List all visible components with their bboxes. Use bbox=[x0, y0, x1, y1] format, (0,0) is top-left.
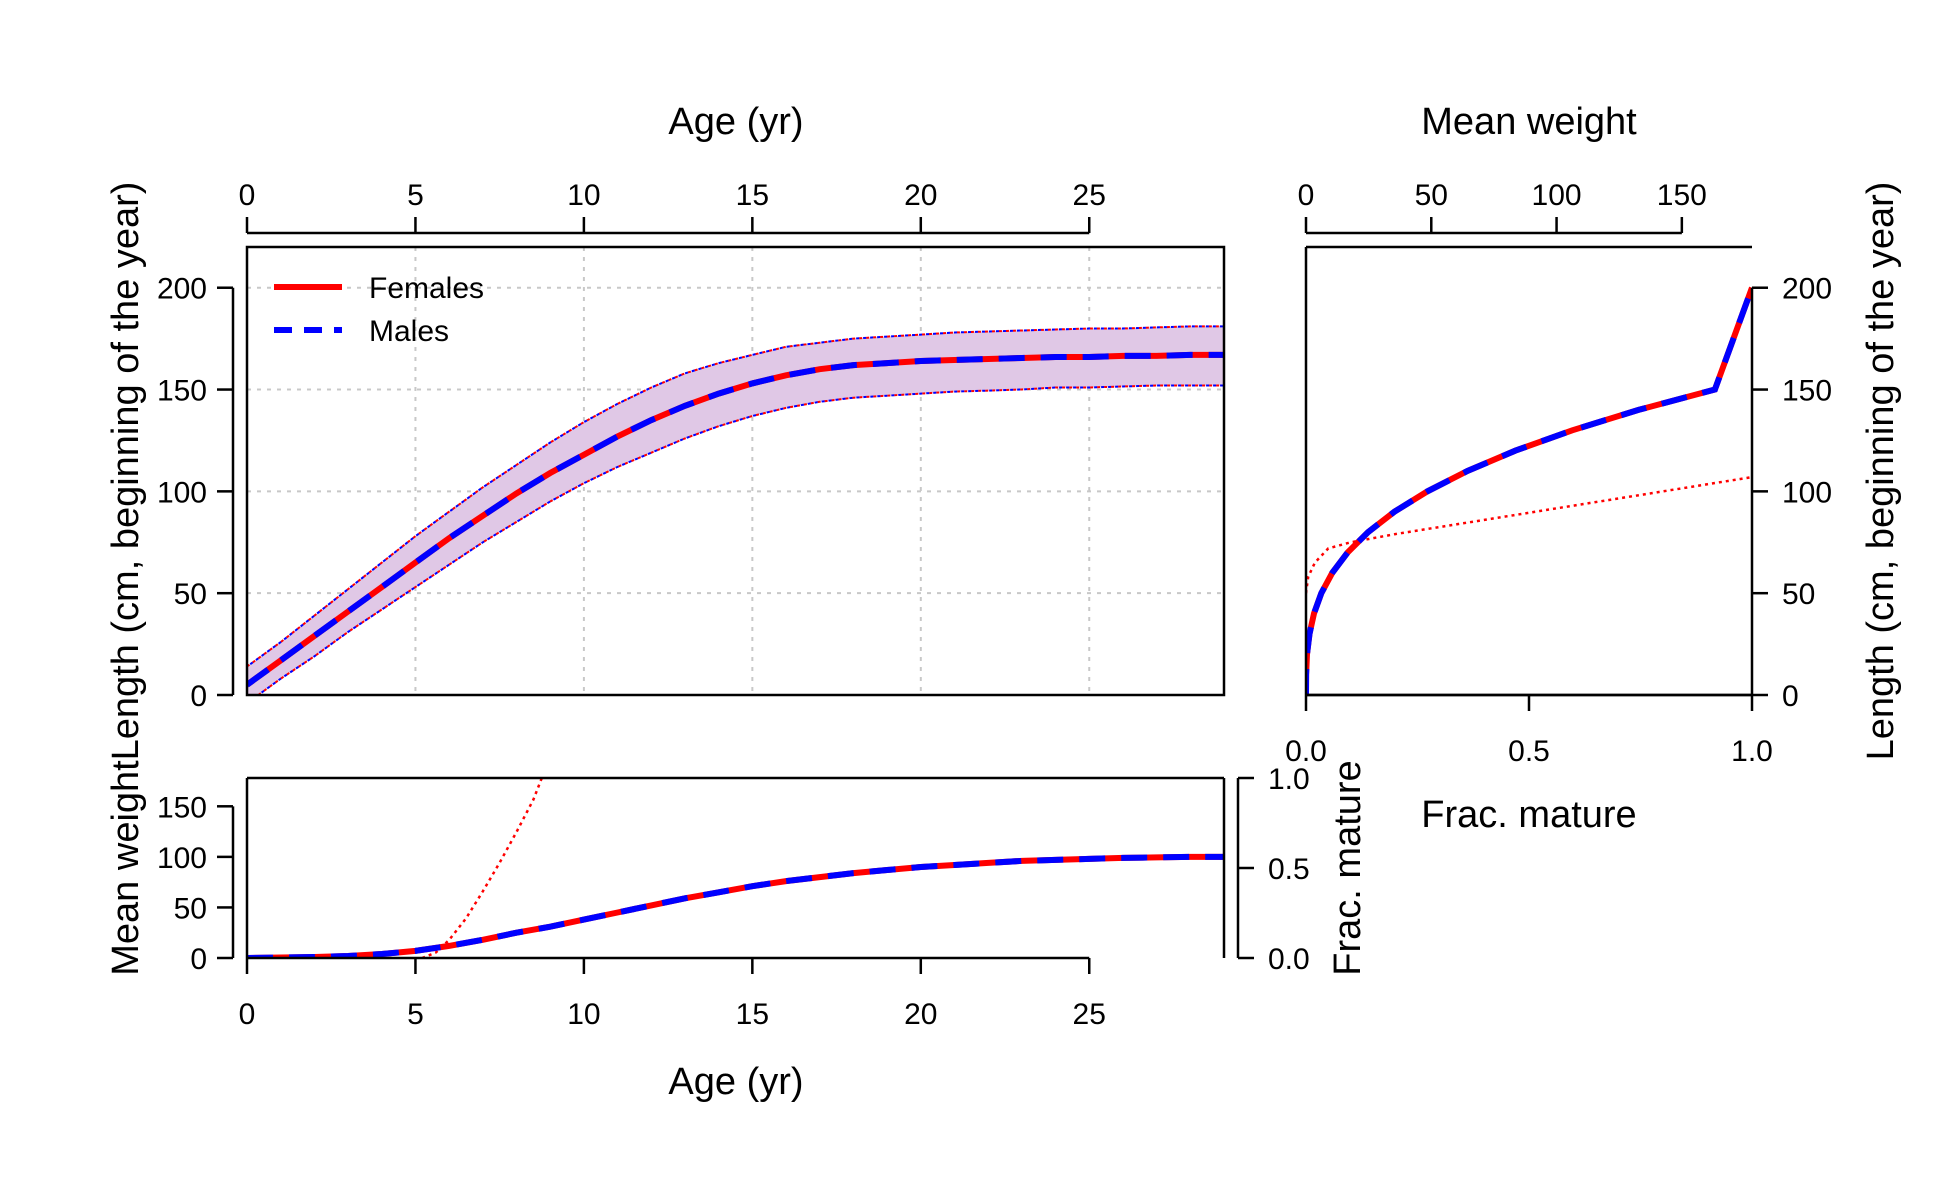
maturity-right-tick-label: 0.0 bbox=[1268, 943, 1310, 976]
legend-females-label: Females bbox=[369, 272, 484, 305]
length-right-tick-label: 50 bbox=[1782, 578, 1815, 611]
length-left-tick-label: 50 bbox=[174, 578, 207, 611]
series-group bbox=[1306, 286, 1752, 695]
maturity-axis-title-bottom: Frac. mature bbox=[1421, 794, 1636, 836]
weight-left-tick-label: 100 bbox=[157, 842, 207, 875]
length-plot-frame bbox=[245, 245, 1226, 697]
males-weight-length-line bbox=[1306, 286, 1752, 695]
maturity-length-line bbox=[1306, 475, 1752, 594]
age-axis-title-top: Age (yr) bbox=[668, 101, 803, 143]
length-axis-title-right: Length (cm, beginning of the year) bbox=[1860, 182, 1902, 761]
length-left-tick-label: 150 bbox=[157, 375, 207, 408]
weight-top-tick-label: 100 bbox=[1532, 179, 1582, 212]
maturity-bottom-tick-label: 0.5 bbox=[1508, 735, 1550, 768]
age-bottom-tick-label: 0 bbox=[239, 998, 256, 1031]
weight-maturity-at-age-panel: 0 5 10 15 20 25 0 50 100 150 0.0 0.5 1.0 Age (yr) Mean… bbox=[105, 760, 1369, 1103]
weight-left-tick-label: 150 bbox=[157, 791, 207, 824]
age-top-tick-label: 15 bbox=[736, 179, 769, 212]
age-bottom-tick-label: 20 bbox=[904, 998, 937, 1031]
weight-top-tick-label: 50 bbox=[1415, 179, 1448, 212]
length-right-tick-label: 0 bbox=[1782, 680, 1799, 713]
legend-males-label: Males bbox=[369, 315, 449, 348]
males-interval-line bbox=[247, 325, 1224, 668]
maturity-group bbox=[1306, 475, 1752, 594]
females-interval-line bbox=[256, 384, 1224, 695]
age-top-tick-label: 5 bbox=[407, 179, 424, 212]
age-top-tick-label: 0 bbox=[239, 179, 256, 212]
length-left-tick-label: 0 bbox=[190, 680, 207, 713]
length-right-tick-label: 100 bbox=[1782, 476, 1832, 509]
length-right-tick-label: 150 bbox=[1782, 375, 1832, 408]
weight-left-tick-label: 50 bbox=[174, 892, 207, 925]
series-group bbox=[247, 853, 1224, 958]
males-weight-line bbox=[247, 853, 1224, 958]
series-group bbox=[247, 351, 1224, 688]
females-interval-line bbox=[247, 325, 1224, 668]
maturity-bottom-tick-label: 1.0 bbox=[1731, 735, 1773, 768]
age-axis-title-bottom: Age (yr) bbox=[668, 1061, 803, 1103]
age-top-tick-label: 10 bbox=[567, 179, 600, 212]
weight-axis-title-left: Mean weight bbox=[105, 760, 147, 976]
males-length-line bbox=[247, 351, 1224, 688]
length-axis-title-left: Length (cm, beginning of the year) bbox=[105, 182, 147, 761]
females-weight-length-line bbox=[1306, 286, 1752, 695]
weight-top-tick-label: 150 bbox=[1657, 179, 1707, 212]
maturity-right-tick-label: 0.5 bbox=[1268, 853, 1310, 886]
age-bottom-tick-label: 15 bbox=[736, 998, 769, 1031]
maturity-bottom-tick-label: 0.0 bbox=[1285, 735, 1327, 768]
males-interval-line bbox=[256, 384, 1224, 695]
maturity-group bbox=[421, 778, 543, 958]
length-right-tick-label: 200 bbox=[1782, 273, 1832, 306]
age-bottom-tick-label: 25 bbox=[1073, 998, 1106, 1031]
maturity-axis-title-right: Frac. mature bbox=[1327, 760, 1369, 975]
length-left-tick-label: 100 bbox=[157, 476, 207, 509]
age-top-tick-label: 20 bbox=[904, 179, 937, 212]
age-top-tick-label: 25 bbox=[1073, 179, 1106, 212]
length-left-tick-label: 200 bbox=[157, 273, 207, 306]
length-at-age-panel: 0 5 10 15 20 25 0 50 100 150 200 Age (yr) Length (cm… bbox=[105, 101, 1226, 761]
maturity-right-tick-label: 1.0 bbox=[1268, 763, 1310, 796]
age-bottom-tick-label: 10 bbox=[567, 998, 600, 1031]
length-weight-maturity-panel: 0 50 100 150 0.0 0.5 1.0 0 50 100 150 200 Mean weigh… bbox=[1285, 101, 1902, 836]
interval-band bbox=[247, 326, 1224, 695]
weight-left-tick-label: 0 bbox=[190, 943, 207, 976]
maturity-at-age-line bbox=[421, 778, 543, 958]
age-bottom-tick-label: 5 bbox=[407, 998, 424, 1031]
legend: Females Males bbox=[274, 272, 484, 348]
females-weight-line bbox=[247, 853, 1224, 958]
weight-axis-title-top: Mean weight bbox=[1421, 101, 1637, 143]
interval-group bbox=[247, 325, 1224, 695]
weight-top-tick-label: 0 bbox=[1298, 179, 1315, 212]
